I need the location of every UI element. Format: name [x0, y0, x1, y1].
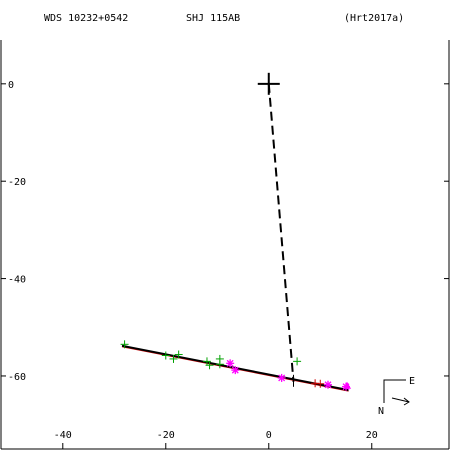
plus-marker [316, 379, 325, 388]
y-tick-label: -20 [8, 177, 26, 188]
plus-marker [120, 340, 129, 349]
wds-designation: WDS 10232+0542 [44, 13, 128, 24]
plus-marker [169, 354, 178, 363]
x-tick-label: 20 [366, 430, 378, 441]
plus-marker [205, 361, 214, 370]
plot-frame [0, 40, 450, 450]
ast-d2 [231, 366, 239, 374]
plus-marker [174, 350, 183, 359]
x-tick-label: 0 [266, 430, 272, 441]
x-tick-label: -40 [54, 430, 72, 441]
ast-d2 [278, 374, 286, 382]
reference-code: (Hrt2017a) [344, 13, 404, 24]
y-tick-label: -40 [8, 275, 26, 286]
x-tick-label: -20 [157, 430, 175, 441]
triangle-marker [343, 381, 352, 389]
projection-line [267, 83, 295, 382]
plus-marker [215, 360, 224, 369]
data-marks [120, 72, 352, 391]
y-tick-label: 0 [8, 80, 14, 91]
y-tick-label: -60 [8, 372, 26, 383]
ast-d2 [324, 381, 332, 389]
motion-arrow-icon [391, 397, 410, 406]
plot-lines [121, 83, 349, 392]
plus-marker [161, 351, 170, 360]
compass-arms [383, 379, 406, 403]
ast-d2 [226, 359, 234, 367]
asterisk-marker [231, 366, 240, 375]
compass-north-label: N [378, 406, 384, 417]
asterisk-marker [277, 373, 286, 382]
axis-ticks: -40 -20 0 20 0 -20 -40 -60 [1, 80, 449, 449]
asterisk-marker [226, 359, 235, 368]
asterisk-marker [323, 380, 332, 389]
compass: E N [378, 376, 415, 417]
compass-east-label: E [409, 376, 415, 387]
discoverer-designation: SHJ 115AB [186, 13, 240, 24]
plus-marker [293, 357, 302, 366]
